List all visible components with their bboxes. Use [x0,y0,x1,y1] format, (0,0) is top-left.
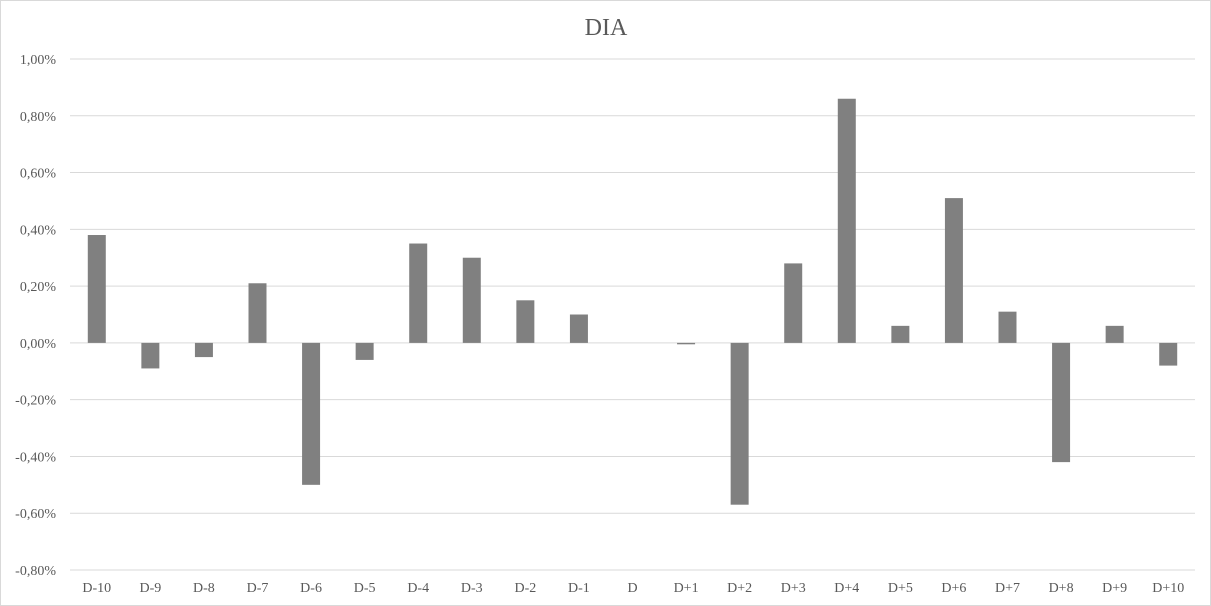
chart-title: DIA [585,15,628,41]
bar-D-6 [302,342,321,485]
bar-D+10 [1159,342,1178,366]
bar-D+5 [891,325,910,343]
bar-D-2 [516,300,535,343]
bar-D+1 [677,342,696,345]
bar-D-4 [409,243,428,343]
x-tick-label: D-3 [461,581,483,596]
bar-D-8 [194,342,213,358]
y-tick-label: 0,40% [20,223,57,238]
bar-D-10 [87,235,106,343]
bar-D+6 [944,198,963,343]
y-tick-label: 1,00% [20,53,57,68]
bar-D+8 [1052,342,1071,463]
y-tick-label: 0,80% [20,110,57,125]
x-tick-label: D+10 [1152,581,1184,596]
bar-D-7 [248,283,267,343]
x-tick-label: D+4 [834,581,859,596]
x-tick-label: D-10 [82,581,111,596]
x-tick-label: D-6 [300,581,322,596]
bar-D+7 [998,311,1017,343]
bar-D+3 [784,263,803,343]
y-tick-label: -0,40% [15,450,56,465]
bar-D+9 [1105,325,1124,343]
x-tick-label: D-9 [139,581,161,596]
x-tick-label: D+5 [888,581,913,596]
bar-D-3 [462,257,481,343]
x-tick-label: D-4 [407,581,429,596]
x-tick-label: D+8 [1049,581,1074,596]
bar-D-5 [355,342,374,360]
x-tick-label: D+9 [1102,581,1127,596]
x-tick-label: D-7 [247,581,269,596]
x-tick-label: D-8 [193,581,215,596]
y-tick-label: 0,20% [20,280,57,295]
bar-D-9 [141,342,160,369]
x-tick-label: D+3 [781,581,806,596]
y-tick-label: -0,80% [15,564,56,579]
x-tick-label: D-5 [354,581,376,596]
y-tick-label: -0,60% [15,507,56,522]
bar-D+2 [730,342,749,505]
x-tick-label: D+2 [727,581,752,596]
x-tick-label: D+7 [995,581,1020,596]
bar-D-1 [569,314,588,343]
y-tick-label: 0,60% [20,167,57,182]
x-tick-label: D [627,581,637,596]
x-tick-label: D-2 [514,581,536,596]
x-tick-label: D-1 [568,581,590,596]
y-tick-label: 0,00% [20,337,57,352]
bar-D+4 [837,98,856,343]
y-tick-label: -0,20% [15,394,56,409]
x-tick-label: D+6 [941,581,966,596]
x-tick-label: D+1 [674,581,699,596]
